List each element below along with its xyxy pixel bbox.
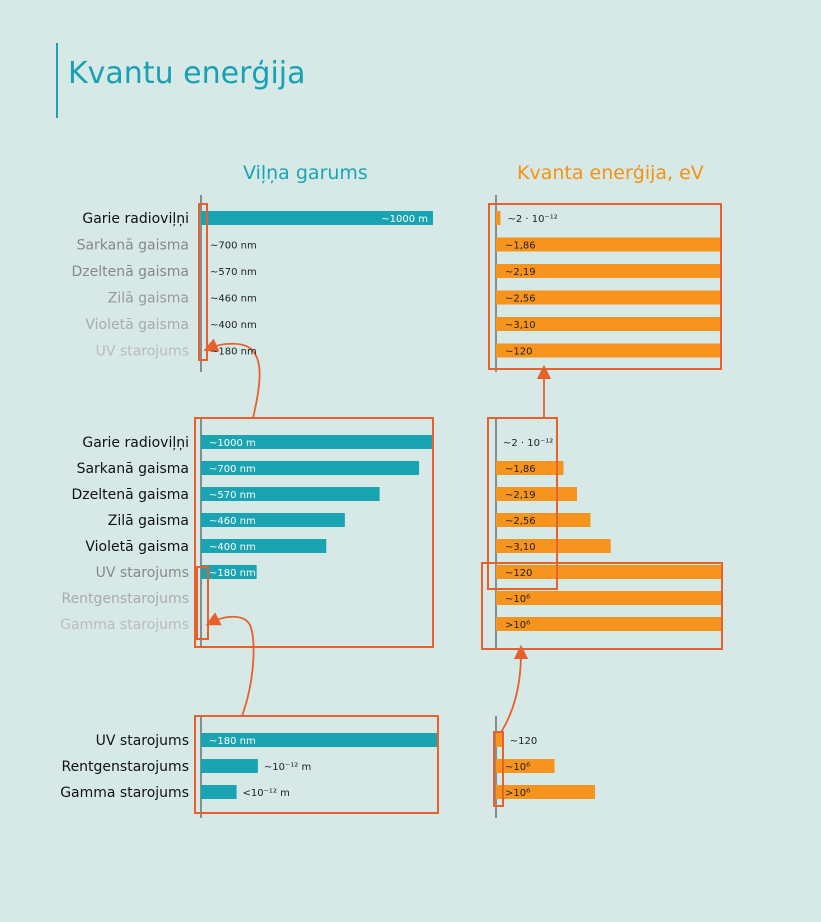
wavelength-value-label: ~10⁻¹² m [264, 762, 311, 773]
wavelength-value-label: <10⁻¹² m [243, 788, 290, 799]
highlight-frame [488, 203, 722, 370]
wavelength-bar [201, 733, 438, 747]
wavelength-value-label: ~700 nm [209, 464, 256, 475]
wavelength-value-label: ~1000 m [381, 214, 428, 225]
energy-bar [496, 461, 564, 475]
energy-value-label: ~1,86 [505, 464, 536, 475]
energy-bar [496, 343, 721, 358]
energy-value-label: ~2 · 10⁻¹² [508, 214, 558, 225]
category-label: Gamma starojums [60, 785, 189, 801]
energy-bar [496, 290, 721, 305]
category-label: Rentgenstarojums [61, 591, 189, 607]
wavelength-value-label: ~400 nm [210, 320, 257, 331]
category-label: Zilā gaisma [108, 291, 189, 307]
highlight-frame [481, 562, 723, 650]
wavelength-bar [201, 461, 420, 475]
category-label: Garie radioviļņi [82, 435, 189, 451]
energy-value-label: ~2,19 [505, 267, 536, 278]
page-title: Kvantu enerģija [68, 56, 306, 91]
wavelength-bar [201, 211, 433, 225]
category-label: Sarkanā gaisma [77, 238, 189, 254]
energy-bar [496, 264, 721, 278]
energy-value-label: >10⁶ [505, 788, 530, 799]
title-accent-bar [56, 43, 58, 118]
energy-value-label: ~3,10 [505, 542, 536, 553]
highlight-frame [198, 203, 208, 361]
energy-value-label: ~2,56 [505, 516, 536, 527]
energy-bar [496, 591, 721, 605]
energy-value-label: ~120 [505, 347, 532, 358]
wavelength-bar [201, 565, 257, 579]
category-label: Dzeltenā gaisma [71, 264, 189, 280]
highlight-frame [196, 566, 209, 640]
wavelength-value-label: ~180 nm [209, 736, 256, 747]
connector-arrow [203, 338, 261, 419]
wavelength-value-label: ~700 nm [210, 241, 257, 252]
energy-bar [496, 759, 555, 773]
energy-value-label: ~120 [505, 568, 532, 579]
category-label: Gamma starojums [60, 617, 189, 633]
energy-bar [496, 565, 721, 579]
energy-bar [496, 211, 501, 225]
wavelength-value-label: ~570 nm [209, 490, 256, 501]
category-label: UV starojums [96, 344, 189, 360]
category-label: Sarkanā gaisma [77, 461, 189, 477]
energy-value-label: ~10⁶ [505, 762, 530, 773]
energy-bar [496, 617, 721, 631]
energy-value-label: ~2,56 [505, 294, 536, 305]
highlight-frame [487, 417, 558, 590]
energy-column-title: Kvanta enerģija, eV [517, 162, 704, 184]
wavelength-bar [201, 539, 327, 553]
wavelength-value-label: ~180 nm [210, 347, 257, 358]
wavelength-value-label: ~400 nm [209, 542, 256, 553]
wavelength-value-label: ~460 nm [209, 516, 256, 527]
wavelength-value-label: ~180 nm [209, 568, 256, 579]
connector-arrow [499, 644, 529, 735]
energy-bar [496, 513, 591, 527]
highlight-frame [194, 715, 439, 814]
category-label: Garie radioviļņi [82, 211, 189, 227]
energy-bar [496, 539, 611, 553]
wavelength-bar [201, 435, 433, 449]
connector-arrow [205, 612, 255, 717]
energy-bar [496, 785, 595, 799]
energy-value-label: ~2,19 [505, 490, 536, 501]
category-label: Rentgenstarojums [61, 759, 189, 775]
category-label: Zilā gaisma [108, 513, 189, 529]
category-label: Violetā gaisma [85, 317, 189, 333]
category-label: Violetā gaisma [85, 539, 189, 555]
wavelength-bar [201, 513, 345, 527]
energy-bar [496, 237, 721, 252]
category-label: Dzeltenā gaisma [71, 487, 189, 503]
energy-value-label: ~3,10 [505, 320, 536, 331]
wavelength-value-label: ~460 nm [210, 294, 257, 305]
energy-bar [496, 317, 721, 331]
energy-bar [496, 733, 503, 747]
energy-value-label: ~10⁶ [505, 594, 530, 605]
energy-value-label: >10⁶ [505, 620, 530, 631]
wavelength-column-title: Viļņa garums [243, 162, 368, 184]
energy-value-label: ~2 · 10⁻¹² [503, 438, 553, 449]
category-label: UV starojums [96, 733, 189, 749]
wavelength-bar [201, 785, 237, 799]
energy-value-label: ~120 [510, 736, 537, 747]
wavelength-bar [201, 759, 258, 773]
wavelength-value-label: ~1000 m [209, 438, 256, 449]
category-label: UV starojums [96, 565, 189, 581]
wavelength-value-label: ~570 nm [210, 267, 257, 278]
highlight-frame [493, 731, 504, 807]
highlight-frame [194, 417, 434, 648]
energy-value-label: ~1,86 [505, 241, 536, 252]
wavelength-bar [201, 487, 380, 501]
